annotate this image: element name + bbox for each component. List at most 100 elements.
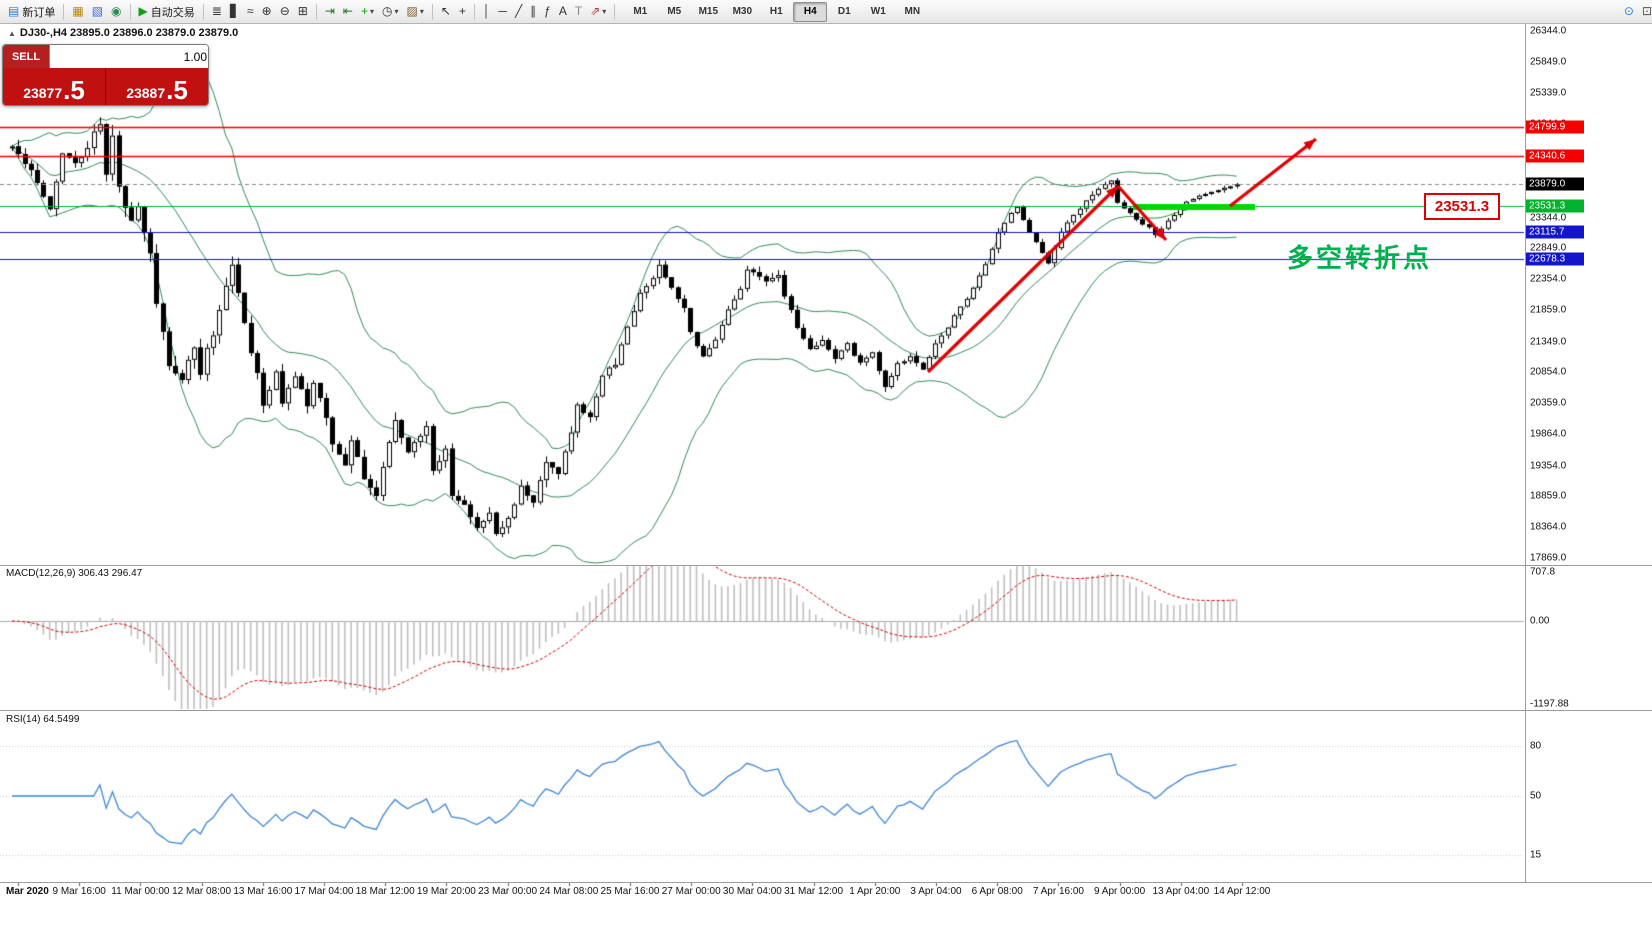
time-axis-separator [0,882,1652,883]
chart-shift-icon[interactable]: ⇤ [339,2,357,21]
timeframe-h1-button[interactable]: H1 [769,6,783,17]
bar-chart-icon[interactable]: ≣ [208,2,226,21]
chart-shift-icon: ⇤ [342,4,353,18]
trade-panel-top-row: SELL ▴ ▾ BUY [3,45,208,68]
timeframe-mn-button[interactable]: MN [904,6,921,17]
new-order-button[interactable]: ▤ 新订单 [4,2,59,21]
timeframe-w1-button[interactable]: W1 [870,6,886,17]
dropdown-caret-icon: ▾ [369,7,374,16]
cursor-icon[interactable]: ↖ [437,2,455,21]
buy-price-main: 23887 [126,85,166,101]
timeframe-d1-button[interactable]: D1 [837,6,851,17]
pane-separator[interactable] [0,710,1652,711]
dropdown-caret-icon: ▾ [419,7,424,16]
toolbar-separator [614,3,616,20]
sell-button[interactable]: SELL [3,45,49,68]
trendline-icon: ╱ [514,4,523,18]
candlestick-chart-icon: ▋ [229,4,240,18]
timeframe-m30-button[interactable]: M30 [732,6,753,17]
toolbar-separator [129,3,131,20]
text-icon: A [558,4,567,18]
bar-chart-icon: ≣ [211,4,222,18]
candlestick-chart-icon[interactable]: ▋ [226,2,243,21]
toolbar: ▤ 新订单 ▦ ▧ ◉ ▶ 自动交易 ≣ ▋ ≈ ⊕ ⊖ ⊞ ⇥ ⇤ + ▾ ◷ ▾ ▨ ▾ ↖ + │ ─ ╱ ∥ ƒ A T ⇗ ▾ M1 M… [0,0,1652,24]
fibonacci-icon[interactable]: ƒ [540,2,555,21]
profiles-icon: ▧ [91,4,104,18]
vertical-line-icon[interactable]: │ [479,2,495,21]
profiles-icon[interactable]: ▧ [88,2,107,21]
periods-icon: ◷ [381,4,393,18]
navigator-icon[interactable]: ◉ [107,2,125,21]
auto-trading-button[interactable]: ▶ 自动交易 [135,2,199,21]
horizontal-line-icon: ─ [498,4,507,18]
toolbar-separator [431,3,433,20]
sell-price-main: 23877 [23,85,63,101]
vertical-line-icon: │ [482,4,491,18]
chart-window-icon: ▦ [72,4,84,18]
volume-field: ▴ ▾ [49,45,208,68]
price-axis-border [1525,23,1526,883]
fibonacci-icon: ƒ [544,4,551,18]
cursor-icon: ↖ [440,4,451,18]
toolbar-separator [473,3,475,20]
timeframe-buttons: M1 M5 M15 M30 H1 H4 D1 W1 MN [623,1,929,22]
buy-price-pips: .5 [166,75,188,105]
text-icon[interactable]: A [555,2,571,21]
line-chart-icon[interactable]: ≈ [243,2,258,21]
toolbar-separator [63,3,65,20]
text-label-icon: T [574,4,583,18]
navigator-icon: ◉ [111,4,122,18]
bull-bear-turning-point-annotation[interactable]: 多空转折点 [1287,243,1433,273]
auto-trading-button: ▶ [138,4,148,18]
channel-icon: ∥ [530,4,537,18]
search-icon: ⊙ [1623,4,1634,18]
dropdown-caret-icon: ▾ [602,7,607,16]
rsi-indicator-label: RSI(14) 64.5499 [6,714,80,725]
text-label-icon[interactable]: T [571,2,586,21]
symbol-ohlc-readout: ▲ DJ30-,H4 23895.0 23896.0 23879.0 23879… [8,27,238,39]
indicators-icon: + [360,4,368,18]
zoom-out-icon: ⊖ [279,4,290,18]
dropdown-caret-icon: ▾ [394,7,399,16]
volume-input[interactable] [50,45,208,68]
new-window-icon: ⊡ [1641,4,1652,18]
trade-panel-prices-row: 23877.5 23887.5 [3,68,208,105]
indicators-icon[interactable]: + ▾ [357,2,378,21]
crosshair-icon[interactable]: + [455,2,470,21]
sell-price[interactable]: 23877.5 [3,68,106,105]
auto-scroll-icon: ⇥ [324,4,335,18]
trendline-icon[interactable]: ╱ [511,2,526,21]
symbol-chart-icon: ▲ [8,28,16,38]
channel-icon[interactable]: ∥ [526,2,540,21]
tile-windows-icon: ⊞ [297,4,308,18]
timeframe-h4-button[interactable]: H4 [793,1,828,22]
new-order-button: ▤ [8,4,20,18]
buy-price[interactable]: 23887.5 [106,68,208,105]
periods-icon[interactable]: ◷ ▾ [378,2,403,21]
timeframe-m1-button[interactable]: M1 [633,6,648,17]
search-icon[interactable]: ⊙ [1620,2,1638,21]
one-click-trading-panel: SELL ▴ ▾ BUY 23877.5 23887.5 [2,44,209,106]
toolbar-separator [202,3,204,20]
chart-window-icon[interactable]: ▦ [68,2,87,21]
line-chart-icon: ≈ [247,4,254,18]
horizontal-line-icon[interactable]: ─ [494,2,511,21]
zoom-in-icon[interactable]: ⊕ [258,2,276,21]
pane-separator[interactable] [0,565,1652,566]
crosshair-icon: + [458,4,466,18]
price-callout-label[interactable]: 23531.3 [1424,193,1500,220]
new-order-button-label: 新订单 [22,6,56,19]
timeframe-m5-button[interactable]: M5 [667,6,682,17]
arrows-icon[interactable]: ⇗ ▾ [586,2,610,21]
auto-scroll-icon[interactable]: ⇥ [321,2,339,21]
tile-windows-icon[interactable]: ⊞ [294,2,312,21]
zoom-in-icon: ⊕ [261,4,272,18]
timeframe-m15-button[interactable]: M15 [698,6,719,17]
symbol-ohlc-text: DJ30-,H4 23895.0 23896.0 23879.0 23879.0 [19,27,239,39]
templates-icon: ▨ [406,4,418,18]
zoom-out-icon[interactable]: ⊖ [276,2,294,21]
new-window-icon[interactable]: ⊡ [1638,2,1652,21]
macd-indicator-label: MACD(12,26,9) 306.43 296.47 [6,568,143,579]
templates-icon[interactable]: ▨ ▾ [402,2,427,21]
